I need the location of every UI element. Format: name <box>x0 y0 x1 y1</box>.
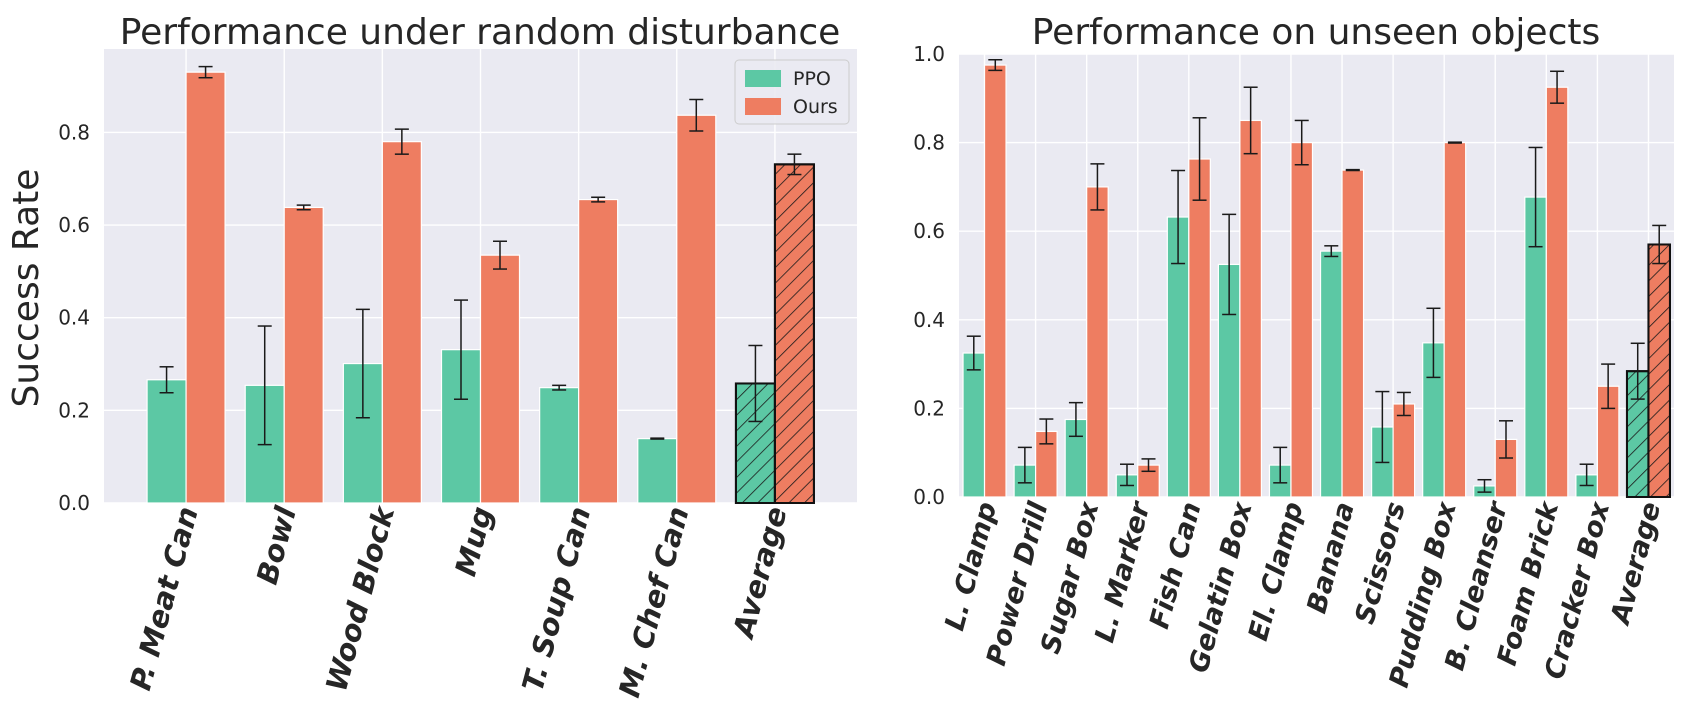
bar-ours-12 <box>1545 86 1569 498</box>
y-tick-label: 0.2 <box>913 396 945 420</box>
chart-title: Performance on unseen objects <box>1032 12 1601 53</box>
bar-ppo-5 <box>539 387 580 504</box>
bar-ppo-6 <box>637 438 678 504</box>
chart-panel-1: 0.0 0.2 0.4 0.6 0.8 P. Meat Can Bowl Wood Block… <box>6 12 857 701</box>
y-tick-label: 0.4 <box>58 306 90 330</box>
y-tick-label: 0.0 <box>58 491 90 515</box>
bar-ours-6 <box>1239 119 1262 498</box>
legend-swatch-ours <box>745 98 781 115</box>
x-tick-label: T. Soup Can <box>515 503 597 695</box>
bar-hatch-overlay <box>773 163 815 504</box>
bar-ours-1 <box>983 64 1007 498</box>
y-tick-label: 0.8 <box>913 131 945 155</box>
bar-hatch-overlay <box>1647 243 1671 498</box>
bar-ppo-8 <box>1319 250 1343 498</box>
bar-ours-7 <box>1290 142 1314 498</box>
x-tick-label: Average <box>726 503 794 643</box>
bar-ours-3 <box>381 141 422 504</box>
y-tick-label: 0.6 <box>58 213 90 237</box>
y-tick-label: 0.6 <box>913 219 945 243</box>
x-tick-label: Mug <box>448 503 499 580</box>
y-tick-label: 1.0 <box>913 42 945 66</box>
y-tick-label: 0.8 <box>58 120 90 144</box>
bar-ours-9 <box>1392 403 1416 498</box>
bar-ours-10 <box>1443 142 1467 498</box>
y-tick-label: 0.4 <box>913 308 945 332</box>
x-tick-label: P. Meat Can <box>123 503 205 694</box>
bar-ppo-1 <box>146 379 187 504</box>
y-tick-label: 0.2 <box>58 398 90 422</box>
bar-ours-4 <box>479 254 521 504</box>
x-tick-label: Wood Block <box>319 501 401 695</box>
bar-ours-8 <box>1341 169 1365 498</box>
bar-ours-1 <box>185 71 226 504</box>
legend-label-ppo: PPO <box>793 68 831 90</box>
x-tick-label: Average <box>1605 499 1668 629</box>
bar-ours-5 <box>1188 158 1211 498</box>
x-tick-label: Banana <box>1301 499 1360 617</box>
y-axis-label: Success Rate <box>6 169 47 408</box>
bar-ours-3 <box>1086 186 1109 498</box>
bar-ours-6 <box>676 114 717 504</box>
legend-swatch-ppo <box>745 70 781 87</box>
y-tick-label: 0.0 <box>913 485 945 509</box>
bar-ours-2 <box>283 206 324 504</box>
bar-ours-5 <box>578 198 619 504</box>
bar-ppo-1 <box>962 352 986 498</box>
legend: PPO Ours <box>734 59 850 125</box>
legend-label-ours: Ours <box>793 96 838 118</box>
x-tick-label: Scissors <box>1350 499 1412 628</box>
x-tick-label: M. Chef Can <box>612 503 696 701</box>
x-tick-label: Bowl <box>250 502 303 588</box>
chart-title: Performance under random disturbance <box>120 12 841 53</box>
